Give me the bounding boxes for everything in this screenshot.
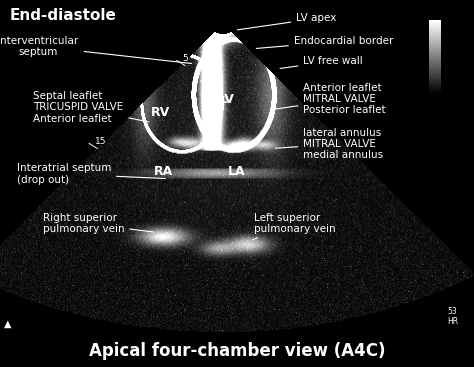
Text: 53
HR: 53 HR xyxy=(447,307,458,326)
Text: 15: 15 xyxy=(95,137,106,146)
Text: Septal leaflet
TRICUSPID VALVE
Anterior leaflet: Septal leaflet TRICUSPID VALVE Anterior … xyxy=(33,91,149,124)
Text: ▲: ▲ xyxy=(4,319,11,329)
Text: LV apex: LV apex xyxy=(237,14,337,30)
Text: Endocardial border: Endocardial border xyxy=(256,36,393,48)
Text: Interventricular
septum: Interventricular septum xyxy=(0,36,191,63)
Text: LV: LV xyxy=(219,92,235,106)
Text: Right superior
pulmonary vein: Right superior pulmonary vein xyxy=(43,213,154,234)
Text: RV: RV xyxy=(151,106,170,119)
Text: Interatrial septum
(drop out): Interatrial septum (drop out) xyxy=(17,163,165,185)
Text: 5: 5 xyxy=(182,54,188,63)
Text: LV free wall: LV free wall xyxy=(280,56,363,69)
Text: Anterior leaflet
MITRAL VALVE
Posterior leaflet: Anterior leaflet MITRAL VALVE Posterior … xyxy=(271,83,386,115)
Text: Left superior
pulmonary vein: Left superior pulmonary vein xyxy=(252,213,335,240)
Text: lateral annulus
MITRAL VALVE
medial annulus: lateral annulus MITRAL VALVE medial annu… xyxy=(275,127,383,160)
Text: LA: LA xyxy=(228,165,246,178)
Text: Apical four-chamber view (A4C): Apical four-chamber view (A4C) xyxy=(89,342,385,360)
Text: RA: RA xyxy=(154,165,173,178)
Text: End-diastole: End-diastole xyxy=(9,8,116,23)
